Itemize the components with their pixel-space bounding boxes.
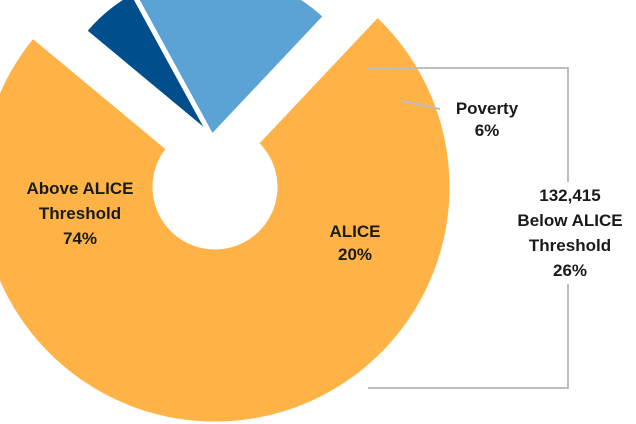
slice-label-poverty: Poverty 6% <box>456 99 519 140</box>
bracket-label-background <box>511 182 629 284</box>
poverty-leader-line <box>401 100 441 110</box>
pie-slices <box>0 0 452 424</box>
below-alice-threshold-label: 132,415 Below ALICE Threshold 26% <box>517 186 622 280</box>
slice-label-above-alice-threshold: Above ALICE Threshold 74% <box>26 179 133 248</box>
slice-label-alice: ALICE 20% <box>330 222 381 264</box>
pie-slice-alice <box>134 0 329 140</box>
pie-slice-poverty <box>81 0 215 140</box>
pie-slice-above-alice-threshold <box>0 12 455 424</box>
slice-labels: Above ALICE Threshold 74% Poverty 6% ALICE 20% <box>26 99 518 264</box>
